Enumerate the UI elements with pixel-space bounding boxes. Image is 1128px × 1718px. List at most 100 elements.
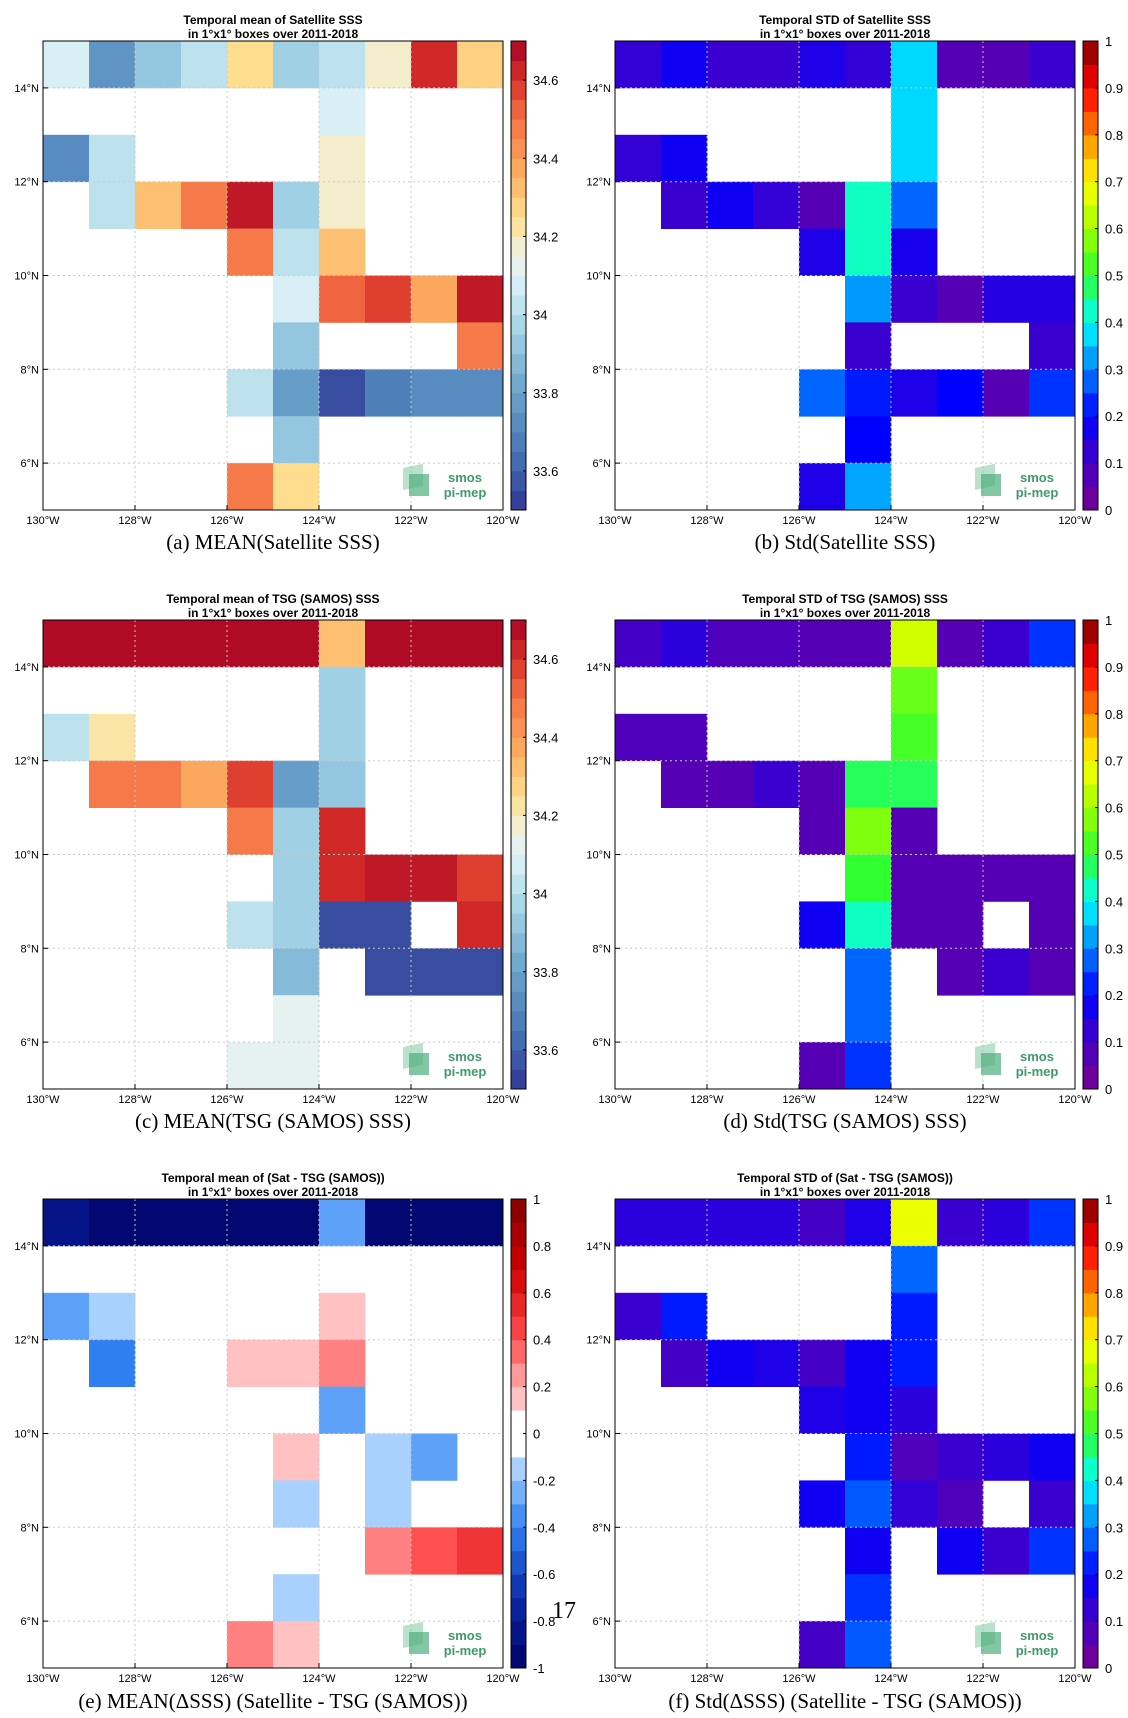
data-cell <box>937 901 984 949</box>
colorbar-tick-label: 0.9 <box>1105 1239 1123 1254</box>
data-cell <box>273 1574 320 1622</box>
colorbar-segment <box>511 932 526 953</box>
data-cell <box>227 1042 274 1090</box>
colorbar-tick-label: 0.8 <box>1105 1286 1123 1301</box>
data-cell <box>181 41 228 89</box>
colorbar-tick-label: 34.6 <box>533 652 558 667</box>
x-tick-label: 128°W <box>690 515 724 527</box>
data-cell <box>753 760 800 808</box>
data-cell <box>273 854 320 902</box>
data-cell <box>845 1339 892 1387</box>
data-cell <box>89 134 136 183</box>
panel-caption: (e) MEAN(ΔSSS) (Satellite - TSG (SAMOS)) <box>78 1689 467 1713</box>
x-tick-label: 122°W <box>394 515 428 527</box>
chart-title: Temporal mean of Satellite SSS <box>183 13 362 27</box>
colorbar-segment <box>1083 181 1098 206</box>
data-cell <box>181 760 228 808</box>
data-cell <box>983 41 1030 89</box>
logo-text-pimep: pi-mep <box>1016 1064 1059 1079</box>
colorbar-tick-label: 0.1 <box>1105 1614 1123 1629</box>
data-cell <box>273 620 320 668</box>
colorbar-tick-label: 0.2 <box>1105 988 1123 1003</box>
data-cell <box>365 1433 412 1481</box>
data-cell <box>799 463 846 511</box>
data-cell <box>227 620 274 668</box>
colorbar-tick-label: 0.1 <box>1105 1035 1123 1050</box>
colorbar-segment <box>511 698 526 719</box>
colorbar-segment <box>511 392 526 413</box>
colorbar: -1 -0.8 -0.6 -0.4 -0.2 0 0.2 0.4 0.6 0.8 1 <box>510 1192 555 1676</box>
data-cell <box>319 901 366 949</box>
colorbar-segment <box>1083 1503 1098 1528</box>
data-cell <box>227 1339 274 1387</box>
data-cell <box>661 760 708 808</box>
colorbar-segment <box>1083 439 1098 464</box>
colorbar-segment <box>511 991 526 1012</box>
logo-text-pimep: pi-mep <box>444 485 487 500</box>
data-cell <box>1029 369 1076 417</box>
data-cell <box>273 760 320 808</box>
data-cell <box>753 181 800 229</box>
x-tick-label: 126°W <box>210 1673 244 1685</box>
data-cell <box>135 620 182 668</box>
data-cell <box>273 1621 320 1669</box>
colorbar-tick-label: -0.4 <box>533 1520 555 1535</box>
data-cell <box>227 228 274 276</box>
colorbar-segment <box>1083 1065 1098 1090</box>
x-tick-label: 124°W <box>874 515 908 527</box>
colorbar-segment <box>511 1503 526 1528</box>
colorbar-segment <box>511 834 526 855</box>
data-cell <box>1029 1199 1076 1247</box>
colorbar-segment <box>511 1010 526 1031</box>
data-cell <box>227 807 274 855</box>
colorbar-segment <box>511 815 526 836</box>
data-cell <box>273 1042 320 1090</box>
y-tick-label: 14°N <box>586 83 611 95</box>
data-cell <box>845 620 892 668</box>
colorbar-tick-label: 0 <box>1105 1082 1112 1097</box>
data-cell <box>365 854 412 902</box>
x-tick-label: 122°W <box>394 1673 428 1685</box>
colorbar-tick-label: 33.8 <box>533 386 558 401</box>
panel-caption: (a) MEAN(Satellite SSS) <box>166 530 379 554</box>
y-tick-label: 10°N <box>14 271 39 283</box>
colorbar-tick-label: 33.8 <box>533 965 558 980</box>
colorbar-segment <box>511 80 526 101</box>
y-tick-label: 10°N <box>586 850 611 862</box>
colorbar-segment <box>511 1410 526 1434</box>
x-tick-label: 124°W <box>874 1673 908 1685</box>
x-tick-label: 122°W <box>966 1673 1000 1685</box>
data-cell <box>799 181 846 229</box>
x-tick-label: 128°W <box>118 1094 152 1106</box>
colorbar-segment <box>1083 1199 1098 1223</box>
colorbar-frame <box>510 619 527 1090</box>
y-tick-label: 14°N <box>14 1241 39 1253</box>
colorbar-segment <box>511 412 526 433</box>
colorbar-segment <box>511 659 526 680</box>
colorbar-segment <box>1083 760 1098 785</box>
data-cell <box>891 181 938 229</box>
data-cell <box>273 41 320 89</box>
data-cell <box>891 807 938 855</box>
data-cell <box>983 620 1030 668</box>
data-cell <box>319 713 366 762</box>
data-cell <box>135 181 182 229</box>
colorbar-segment <box>511 138 526 159</box>
data-cell <box>89 1339 136 1387</box>
colorbar-segment <box>1083 1410 1098 1434</box>
colorbar-segment <box>511 893 526 914</box>
colorbar-segment <box>1083 1550 1098 1575</box>
chart-title: Temporal STD of (Sat - TSG (SAMOS)) <box>737 1171 953 1185</box>
x-tick-label: 126°W <box>782 515 816 527</box>
x-tick-label: 120°W <box>486 515 520 527</box>
data-cell <box>1029 1433 1076 1481</box>
colorbar-segment <box>1083 643 1098 668</box>
colorbar-tick-label: 0.2 <box>533 1380 551 1395</box>
data-cell <box>43 1199 90 1247</box>
x-tick-label: 126°W <box>210 515 244 527</box>
colorbar-tick-label: 1 <box>533 1192 540 1207</box>
data-cell <box>891 760 938 808</box>
data-cell <box>1029 1480 1076 1528</box>
